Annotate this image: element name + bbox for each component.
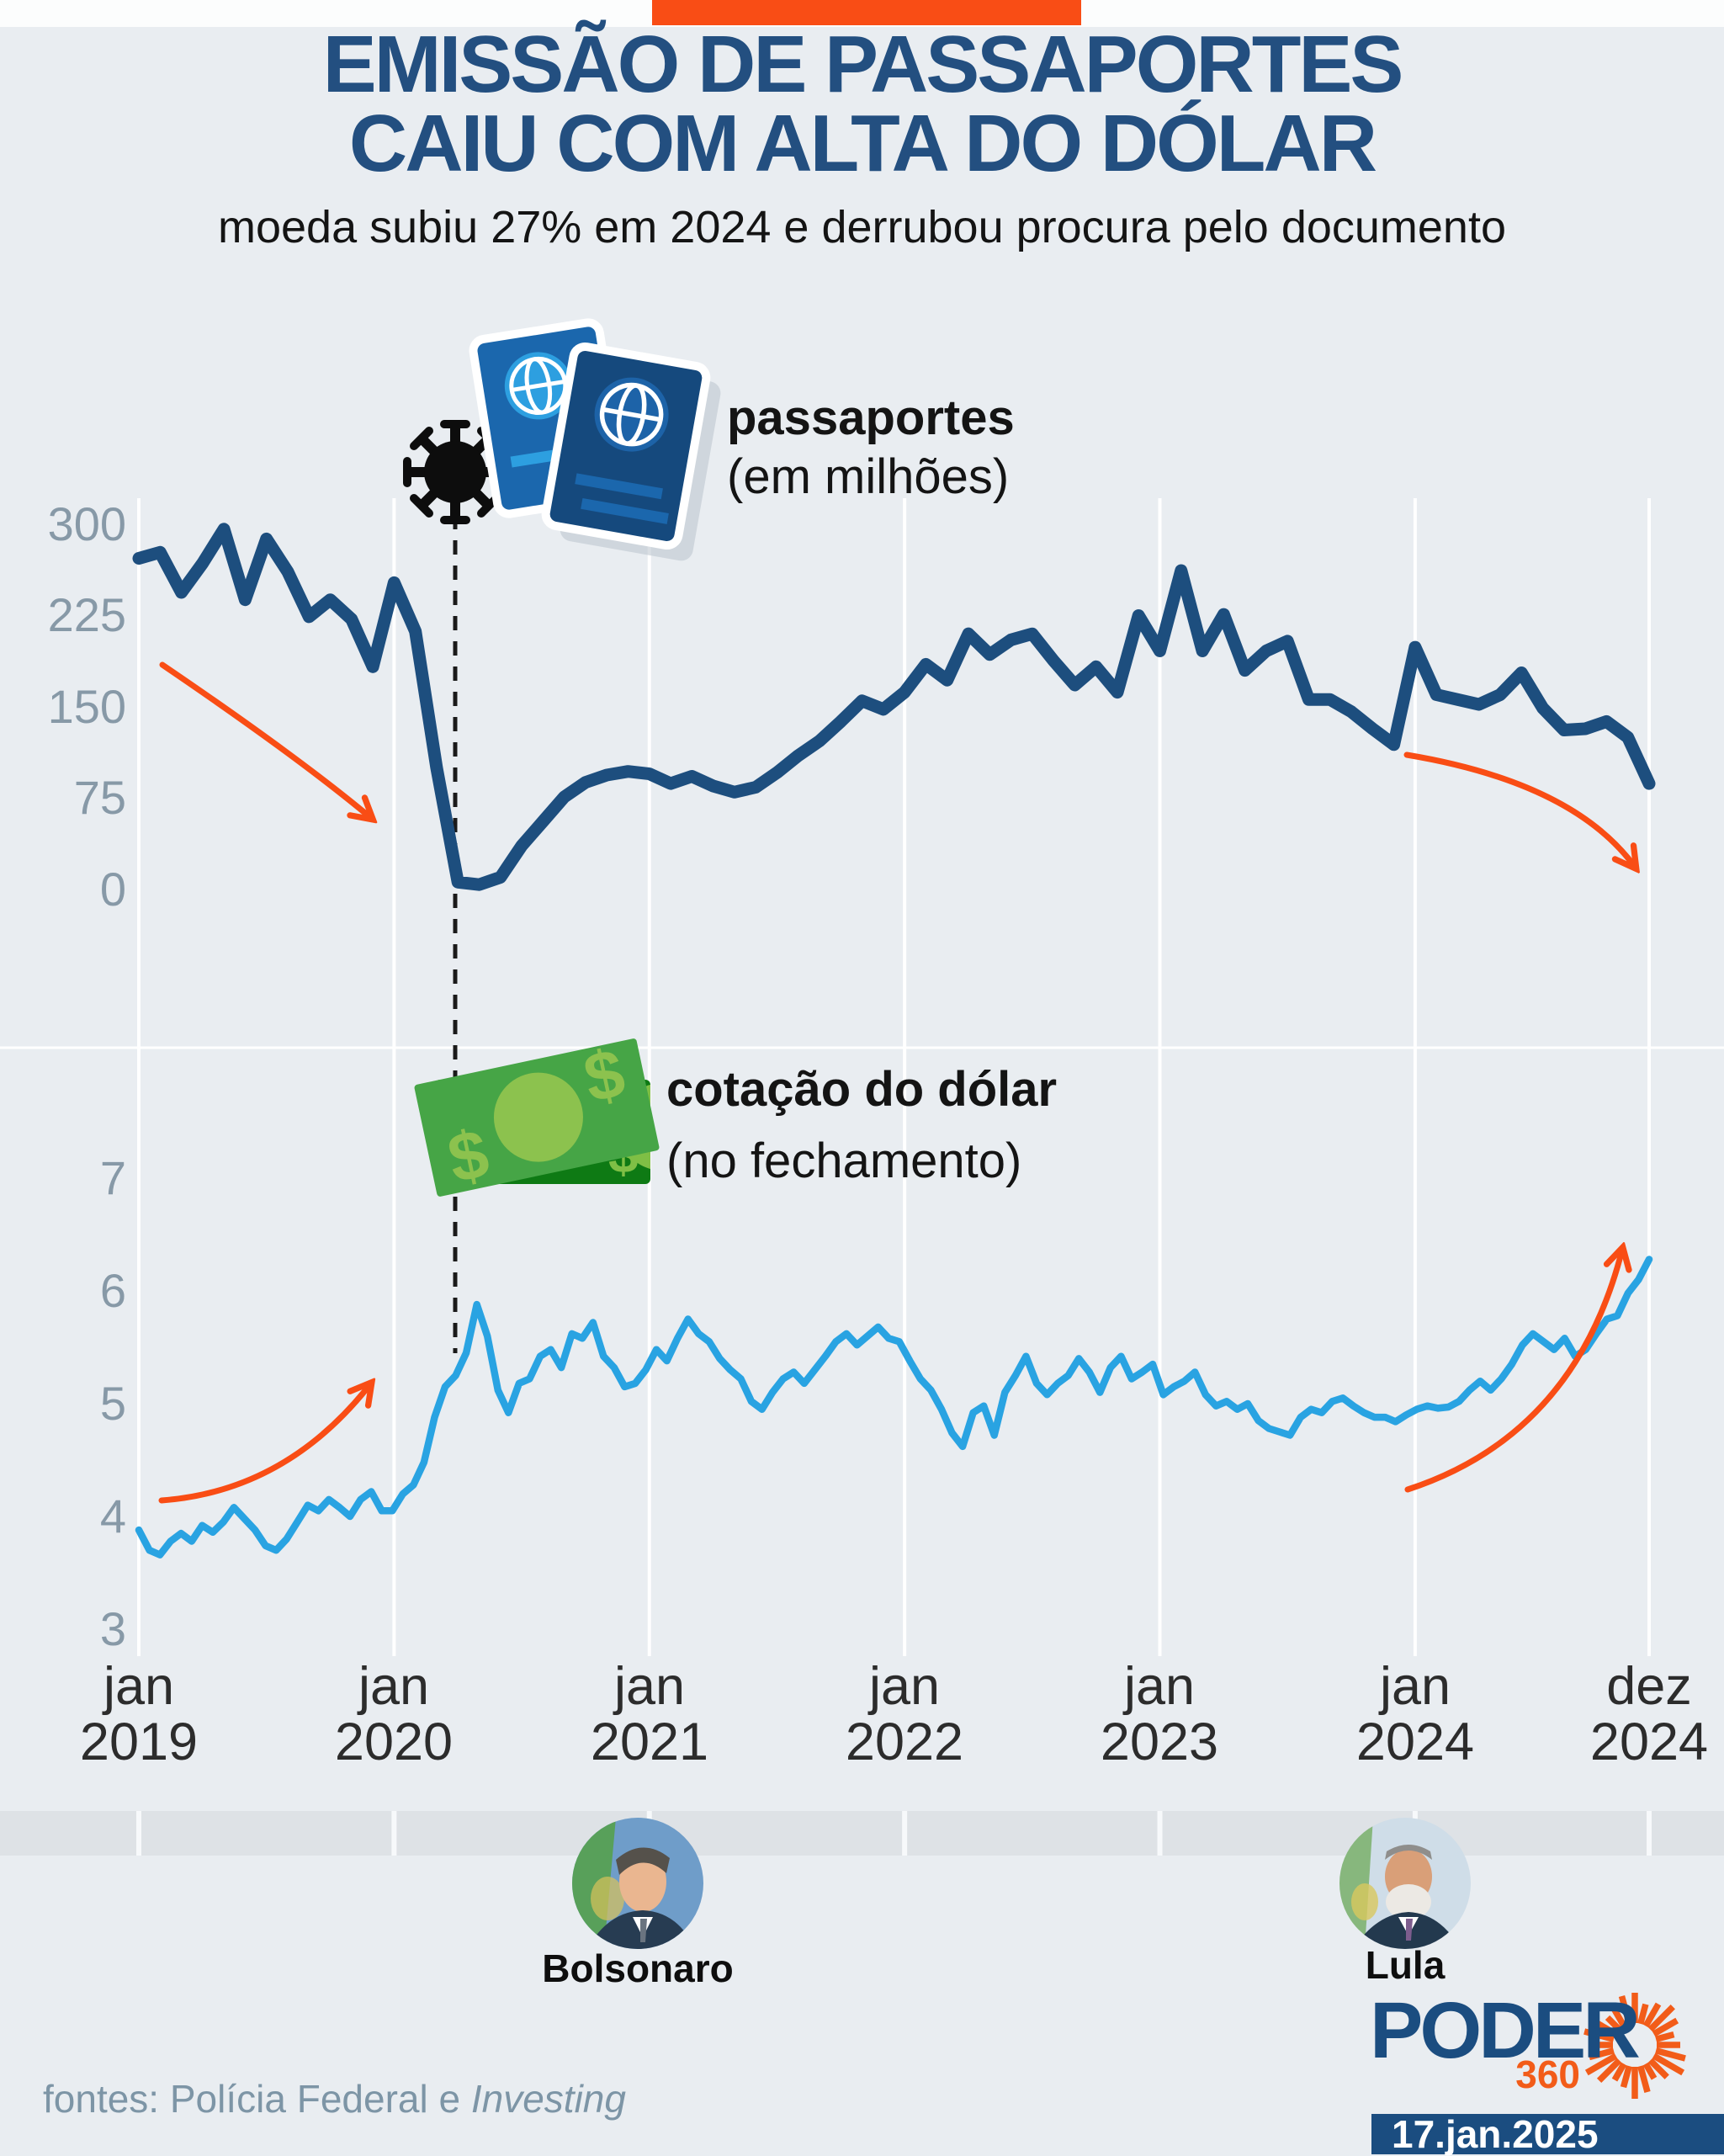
poder360-logo-360: 360 xyxy=(1515,2052,1580,2096)
dolar-line-series xyxy=(135,1256,1653,1559)
xtick-jan-2021: jan 2021 xyxy=(590,1657,709,1771)
top-accent-bar xyxy=(652,0,1081,25)
dollar-up-arrow-right xyxy=(1404,1250,1622,1493)
passaportes-line-series xyxy=(132,523,1656,891)
ytick-top-0: 0 xyxy=(99,863,126,916)
sunburst-icon xyxy=(1583,1993,1686,2099)
xtick-jan-2023: jan 2023 xyxy=(1100,1657,1219,1771)
xtick-dez-2024: dez 2024 xyxy=(1589,1657,1709,1771)
dollar-bills-icon: $ $ $ xyxy=(414,1034,660,1198)
dolar-legend-title: cotação do dólar xyxy=(666,1062,1058,1117)
date-label: 17.jan.2025 xyxy=(1392,2112,1599,2156)
passport-books-icon xyxy=(469,318,721,561)
ytick-bot-6: 6 xyxy=(99,1264,126,1317)
passaportes-legend-subtitle: (em milhões) xyxy=(727,449,1010,504)
passport-down-arrow-left xyxy=(159,661,371,818)
xtick-jan-2024: jan 2024 xyxy=(1355,1657,1475,1771)
ytick-top-150: 150 xyxy=(47,680,126,733)
sources-note: fontes: Polícia Federal e Investing xyxy=(43,2076,626,2121)
sources-italic: Investing xyxy=(470,2077,626,2121)
dolar-legend-subtitle: (no fechamento) xyxy=(666,1134,1022,1188)
xtick-jan-2019: jan 2019 xyxy=(79,1657,199,1771)
xtick-jan-2020: jan 2020 xyxy=(334,1657,454,1771)
passaportes-legend-title: passaportes xyxy=(727,390,1015,445)
ytick-bot-7: 7 xyxy=(99,1151,126,1204)
bolsonaro-photo xyxy=(572,1818,703,1949)
ytick-top-225: 225 xyxy=(47,588,126,641)
ytick-top-300: 300 xyxy=(47,497,126,550)
ytick-top-75: 75 xyxy=(73,771,126,824)
sources-prefix: fontes: Polícia Federal e xyxy=(43,2077,471,2121)
ytick-bot-5: 5 xyxy=(99,1377,126,1430)
bolsonaro-label: Bolsonaro xyxy=(542,1946,734,1990)
page-title: EMISSÃO DE PASSAPORTES CAIU COM ALTA DO … xyxy=(0,19,1724,189)
xtick-jan-2022: jan 2022 xyxy=(845,1657,964,1771)
ytick-bot-3: 3 xyxy=(99,1602,126,1655)
dollar-up-arrow-left xyxy=(158,1384,370,1504)
date-bar: 17.jan.2025 xyxy=(1371,2112,1724,2156)
page-subtitle: moeda subiu 27% em 2024 e derrubou procu… xyxy=(217,202,1506,252)
passport-down-arrow-right xyxy=(1403,751,1635,867)
page-title-line1: EMISSÃO DE PASSAPORTES xyxy=(322,19,1404,109)
page-title-line2: CAIU COM ALTA DO DÓLAR xyxy=(348,98,1377,189)
ytick-bot-4: 4 xyxy=(99,1490,126,1543)
lula-photo xyxy=(1339,1818,1471,1949)
poder360-logo-text: PODER xyxy=(1370,1986,1641,2075)
lula-label: Lula xyxy=(1365,1943,1446,1987)
